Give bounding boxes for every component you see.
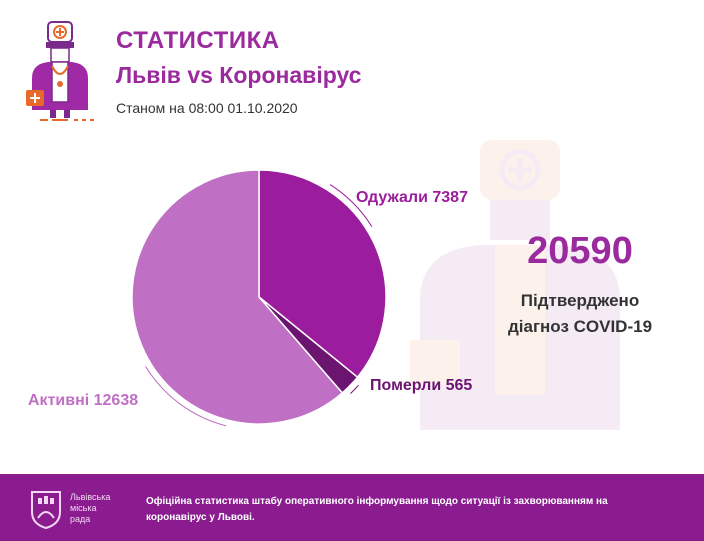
brand-line-2: міська — [70, 503, 97, 513]
total-confirmed-caption: Підтверджено діагноз COVID-19 — [470, 288, 690, 340]
pie-slice-active — [131, 169, 344, 425]
leader-recovered — [329, 184, 373, 228]
total-confirmed-count: 20590 — [527, 230, 633, 272]
pie-slice-recovered — [258, 169, 387, 379]
doctor-icon — [26, 21, 94, 121]
page-subtitle: Львів vs Коронавірус — [116, 62, 362, 88]
city-coat-of-arms-icon — [31, 491, 61, 530]
caption-line-2: діагноз COVID-19 — [507, 317, 653, 336]
slice-label-active: Активні 12638 — [28, 392, 138, 409]
footer-disclaimer: Офіційна статистика штабу оперативного і… — [146, 496, 608, 523]
leader-deceased — [350, 385, 359, 394]
as-of-timestamp: Станом на 08:00 01.10.2020 — [116, 100, 298, 116]
caption-line-1: Підтверджено — [520, 291, 640, 310]
slice-label-recovered: Одужали 7387 — [356, 189, 468, 206]
doctor-watermark-icon — [410, 140, 620, 430]
city-council-brand: Львівська міська рада — [70, 492, 130, 525]
leader-active — [145, 366, 227, 427]
pie-chart: Одужали 7387 Померли 565 Активні 12638 — [28, 169, 472, 427]
brand-line-1: Львівська — [70, 492, 111, 502]
footer: Львівська міська рада Офіційна статистик… — [0, 474, 704, 541]
page-title: СТАТИСТИКА — [116, 27, 280, 54]
slice-label-deceased: Померли 565 — [370, 377, 472, 394]
brand-line-3: рада — [70, 514, 91, 524]
